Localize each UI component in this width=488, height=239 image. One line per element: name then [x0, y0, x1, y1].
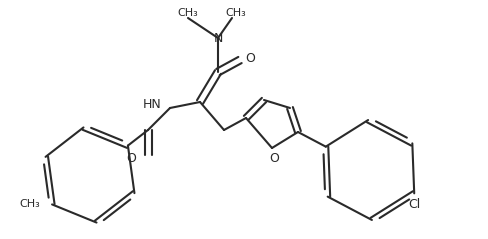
Text: N: N	[213, 32, 222, 44]
Text: Cl: Cl	[407, 198, 420, 211]
Text: HN: HN	[143, 98, 162, 110]
Text: O: O	[126, 152, 136, 165]
Text: CH₃: CH₃	[20, 199, 40, 209]
Text: O: O	[244, 51, 254, 65]
Text: CH₃: CH₃	[177, 8, 198, 18]
Text: CH₃: CH₃	[225, 8, 246, 18]
Text: O: O	[268, 152, 278, 164]
